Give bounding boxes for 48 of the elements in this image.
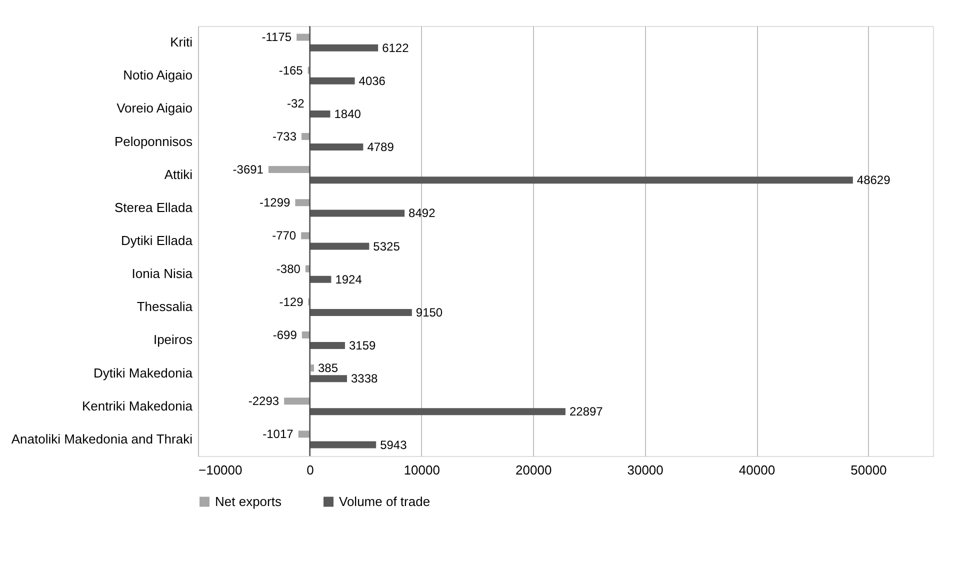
data-label: 9150 — [416, 305, 443, 320]
data-label: -165 — [278, 63, 304, 78]
data-label: 48629 — [856, 173, 891, 188]
y-tick-label: Ionia Nisia — [132, 266, 194, 282]
data-label: -699 — [272, 328, 298, 342]
data-label: 3159 — [348, 338, 376, 353]
y-tick-label: Dytiki Ellada — [120, 233, 194, 248]
y-tick-label: Attiki — [164, 166, 193, 182]
data-label: 8492 — [408, 206, 436, 220]
legend-label: Volume of trade — [339, 494, 430, 509]
data-label: -733 — [272, 129, 297, 144]
y-tick-label: Notio Aigaio — [123, 68, 192, 83]
data-label: 4036 — [358, 74, 386, 88]
y-tick-label: Anatoliki Makedonia and Thraki — [11, 431, 193, 446]
data-label: -1299 — [259, 196, 291, 210]
data-label: -2293 — [248, 394, 280, 408]
y-tick-label: Voreio Aigaio — [116, 100, 192, 116]
y-tick-label: Kentriki Makedonia — [82, 398, 194, 414]
y-tick-label: Peloponnisos — [114, 134, 193, 149]
y-tick-label: Ipeiros — [153, 332, 193, 348]
data-label: 1840 — [334, 106, 362, 121]
data-label: 5325 — [373, 239, 400, 254]
data-label: -1017 — [262, 427, 294, 442]
data-label: 22897 — [569, 404, 604, 419]
data-label: -770 — [272, 228, 296, 243]
data-label: -129 — [279, 294, 304, 309]
data-label: 6122 — [382, 40, 410, 55]
x-tick-label: 40000 — [738, 462, 776, 478]
y-tick-label: Thessalia — [136, 299, 194, 314]
data-label: 3338 — [350, 372, 378, 386]
data-label: -380 — [276, 262, 301, 276]
x-tick-label: 30000 — [627, 462, 664, 478]
y-tick-label: Sterea Ellada — [114, 200, 194, 215]
data-label: -1175 — [262, 30, 292, 44]
data-label: -32 — [287, 96, 305, 110]
legend-label: Net exports — [215, 494, 282, 509]
data-label: 4789 — [367, 140, 394, 154]
data-label: 1924 — [335, 272, 362, 286]
x-tick-label: −10000 — [198, 462, 242, 478]
y-tick-label: Dytiki Makedonia — [94, 365, 194, 380]
y-tick-label: Kriti — [170, 34, 193, 50]
x-tick-label: 10000 — [404, 462, 440, 478]
x-tick-label: 20000 — [516, 462, 552, 478]
x-tick-label: 0 — [306, 462, 314, 478]
x-tick-label: 50000 — [850, 462, 887, 478]
data-label: -3691 — [232, 162, 264, 177]
data-label: 385 — [318, 361, 338, 376]
data-label: 5943 — [380, 438, 408, 452]
